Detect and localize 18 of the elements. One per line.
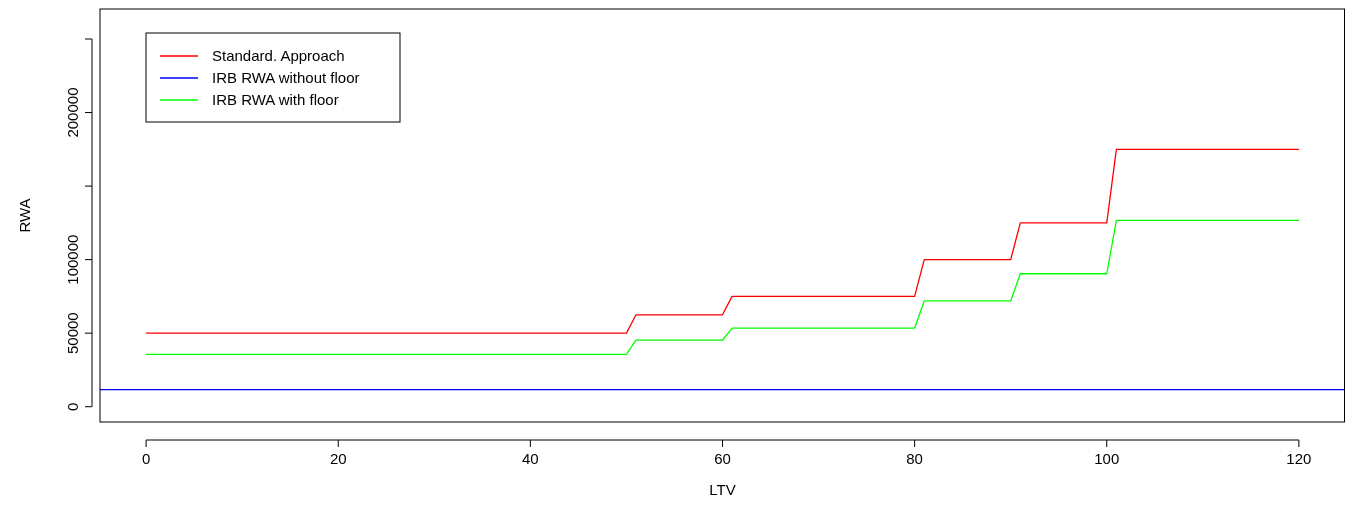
line-series [145,219,1300,355]
x-tick-label: 120 [1286,450,1312,467]
y-tick-label: 100000 [64,234,81,285]
x-tick-label: 0 [141,450,151,467]
legend-label: Standard. Approach [212,47,345,64]
x-tick-label: 100 [1094,450,1120,467]
x-tick-label: 40 [522,450,539,467]
y-axis-title: RWA [16,198,33,233]
y-tick-label: 50000 [64,312,81,355]
x-axis-title: LTV [709,481,736,498]
line-series [145,148,1300,334]
legend-label: IRB RWA with floor [212,91,339,108]
y-tick-label: 200000 [64,87,81,138]
y-tick-label: 0 [64,402,81,411]
legend-label: IRB RWA without floor [212,69,360,86]
x-tick-label: 60 [714,450,731,467]
x-tick-label: 20 [329,450,347,467]
x-tick-label: 80 [906,450,923,467]
